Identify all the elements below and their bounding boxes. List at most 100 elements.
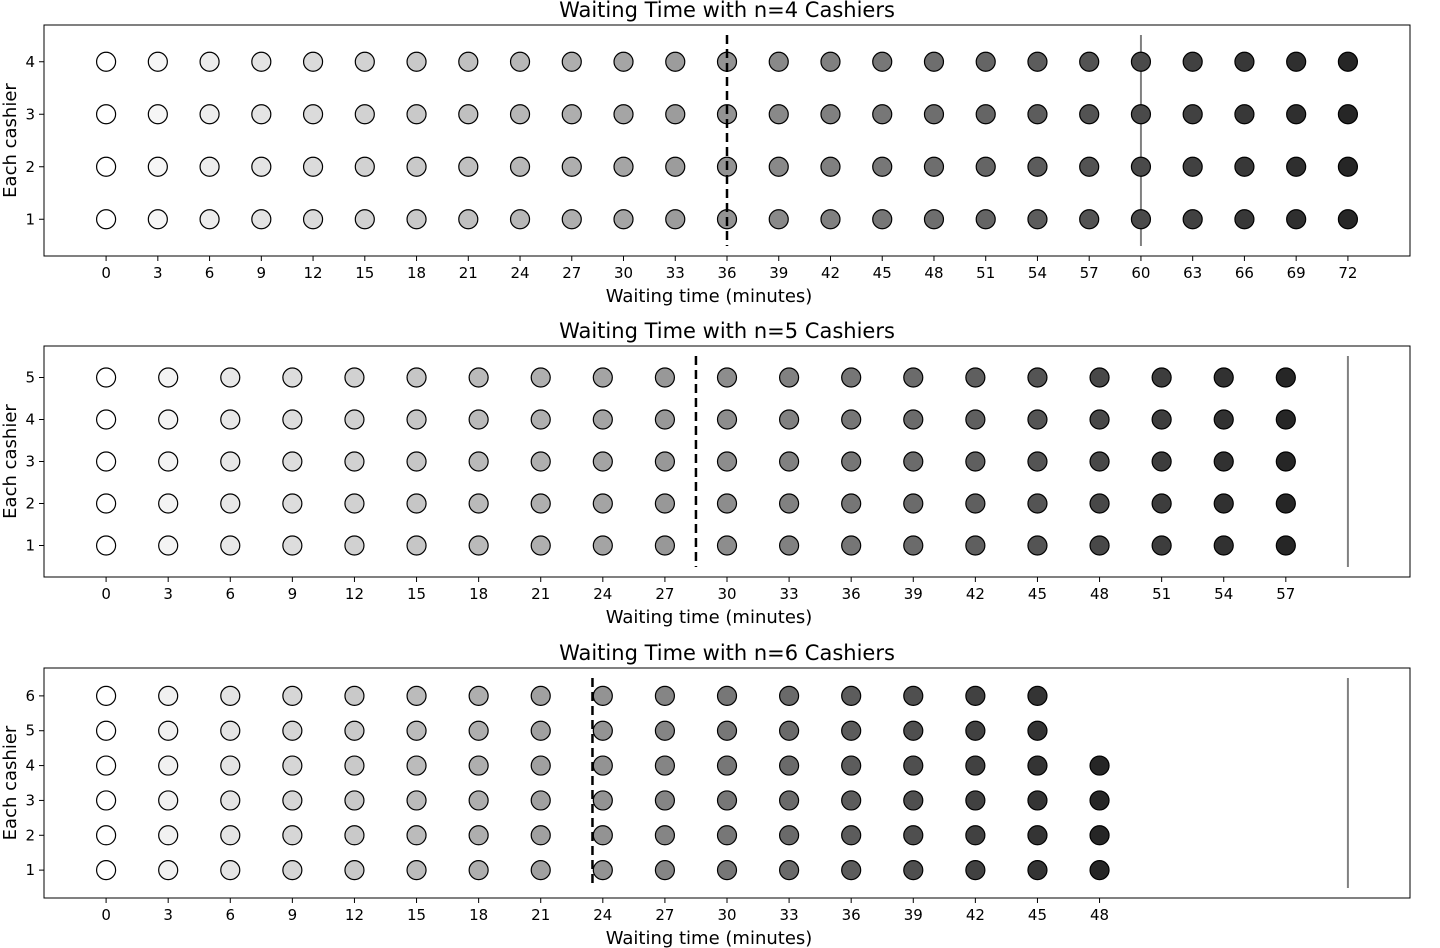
data-point (903, 860, 924, 881)
data-point (965, 720, 986, 741)
data-point (468, 860, 489, 881)
data-point (1275, 493, 1296, 514)
data-point (778, 493, 800, 514)
data-point (903, 825, 924, 846)
x-tick-label: 39 (769, 264, 788, 282)
data-point (1089, 451, 1110, 472)
data-point (975, 209, 996, 230)
data-point (975, 104, 996, 125)
data-point (509, 51, 531, 72)
data-point (530, 367, 551, 388)
data-point (530, 825, 551, 846)
data-point (716, 493, 738, 514)
data-point (592, 409, 613, 430)
data-point (158, 685, 179, 706)
data-point (147, 209, 168, 230)
data-point (654, 755, 676, 776)
data-point (95, 493, 117, 514)
data-point (95, 790, 117, 811)
data-point (1027, 493, 1048, 514)
data-point (302, 209, 324, 230)
x-tick-label: 42 (966, 585, 985, 603)
x-tick-label: 21 (531, 585, 550, 603)
x-axis-label: Waiting time (minutes) (606, 928, 813, 948)
data-point (1079, 51, 1100, 72)
data-point (468, 451, 489, 472)
data-point (468, 755, 489, 776)
x-tick-label: 0 (101, 585, 111, 603)
data-point (820, 156, 841, 177)
data-point (1151, 367, 1172, 388)
data-point (716, 755, 738, 776)
data-point (965, 685, 986, 706)
data-point (406, 156, 427, 177)
data-point (95, 860, 117, 881)
data-point (458, 104, 479, 125)
data-point (1027, 720, 1048, 741)
data-point (654, 409, 676, 430)
data-point (95, 451, 117, 472)
data-point (768, 156, 789, 177)
x-tick-label: 36 (842, 906, 861, 924)
data-point (716, 409, 738, 430)
data-point (1027, 104, 1048, 125)
data-point (1337, 209, 1359, 230)
data-point (530, 790, 551, 811)
y-tick-label: 4 (25, 53, 35, 71)
data-point (468, 409, 489, 430)
data-point (1275, 451, 1296, 472)
x-tick-label: 0 (101, 906, 111, 924)
data-point (158, 825, 179, 846)
data-point (716, 535, 738, 556)
data-point (841, 493, 862, 514)
data-point (530, 755, 551, 776)
x-tick-label: 24 (593, 585, 612, 603)
x-tick-label: 42 (821, 264, 840, 282)
y-tick-label: 6 (25, 687, 35, 705)
data-point (820, 104, 841, 125)
data-point (903, 535, 924, 556)
data-point (158, 367, 179, 388)
data-point (903, 409, 924, 430)
data-point (95, 535, 117, 556)
data-point (778, 825, 800, 846)
x-tick-label: 0 (101, 264, 111, 282)
data-point (1151, 535, 1172, 556)
chart-title: Waiting Time with n=4 Cashiers (559, 0, 895, 22)
data-point (1130, 209, 1152, 230)
data-point (768, 51, 789, 72)
data-point (1089, 860, 1110, 881)
data-point (1027, 409, 1048, 430)
data-point (1027, 51, 1048, 72)
data-point (406, 367, 427, 388)
data-point (1130, 104, 1152, 125)
data-point (1234, 51, 1255, 72)
data-point (302, 104, 324, 125)
data-point (561, 156, 582, 177)
x-tick-label: 63 (1183, 264, 1202, 282)
data-point (1027, 790, 1048, 811)
data-point (965, 755, 986, 776)
data-point (841, 451, 862, 472)
x-tick-label: 54 (1214, 585, 1233, 603)
data-point (282, 825, 303, 846)
data-point (665, 51, 686, 72)
data-point (841, 409, 862, 430)
x-tick-label: 54 (1028, 264, 1047, 282)
data-point (199, 156, 220, 177)
data-point (1275, 409, 1296, 430)
data-point (613, 156, 634, 177)
data-point (654, 790, 676, 811)
x-tick-label: 6 (225, 906, 235, 924)
data-point (965, 535, 986, 556)
data-point (1079, 156, 1100, 177)
data-point (1151, 451, 1172, 472)
data-point (344, 860, 365, 881)
data-point (654, 720, 676, 741)
x-tick-label: 57 (1276, 585, 1295, 603)
y-tick-label: 2 (25, 826, 35, 844)
data-point (778, 755, 800, 776)
data-point (923, 51, 945, 72)
